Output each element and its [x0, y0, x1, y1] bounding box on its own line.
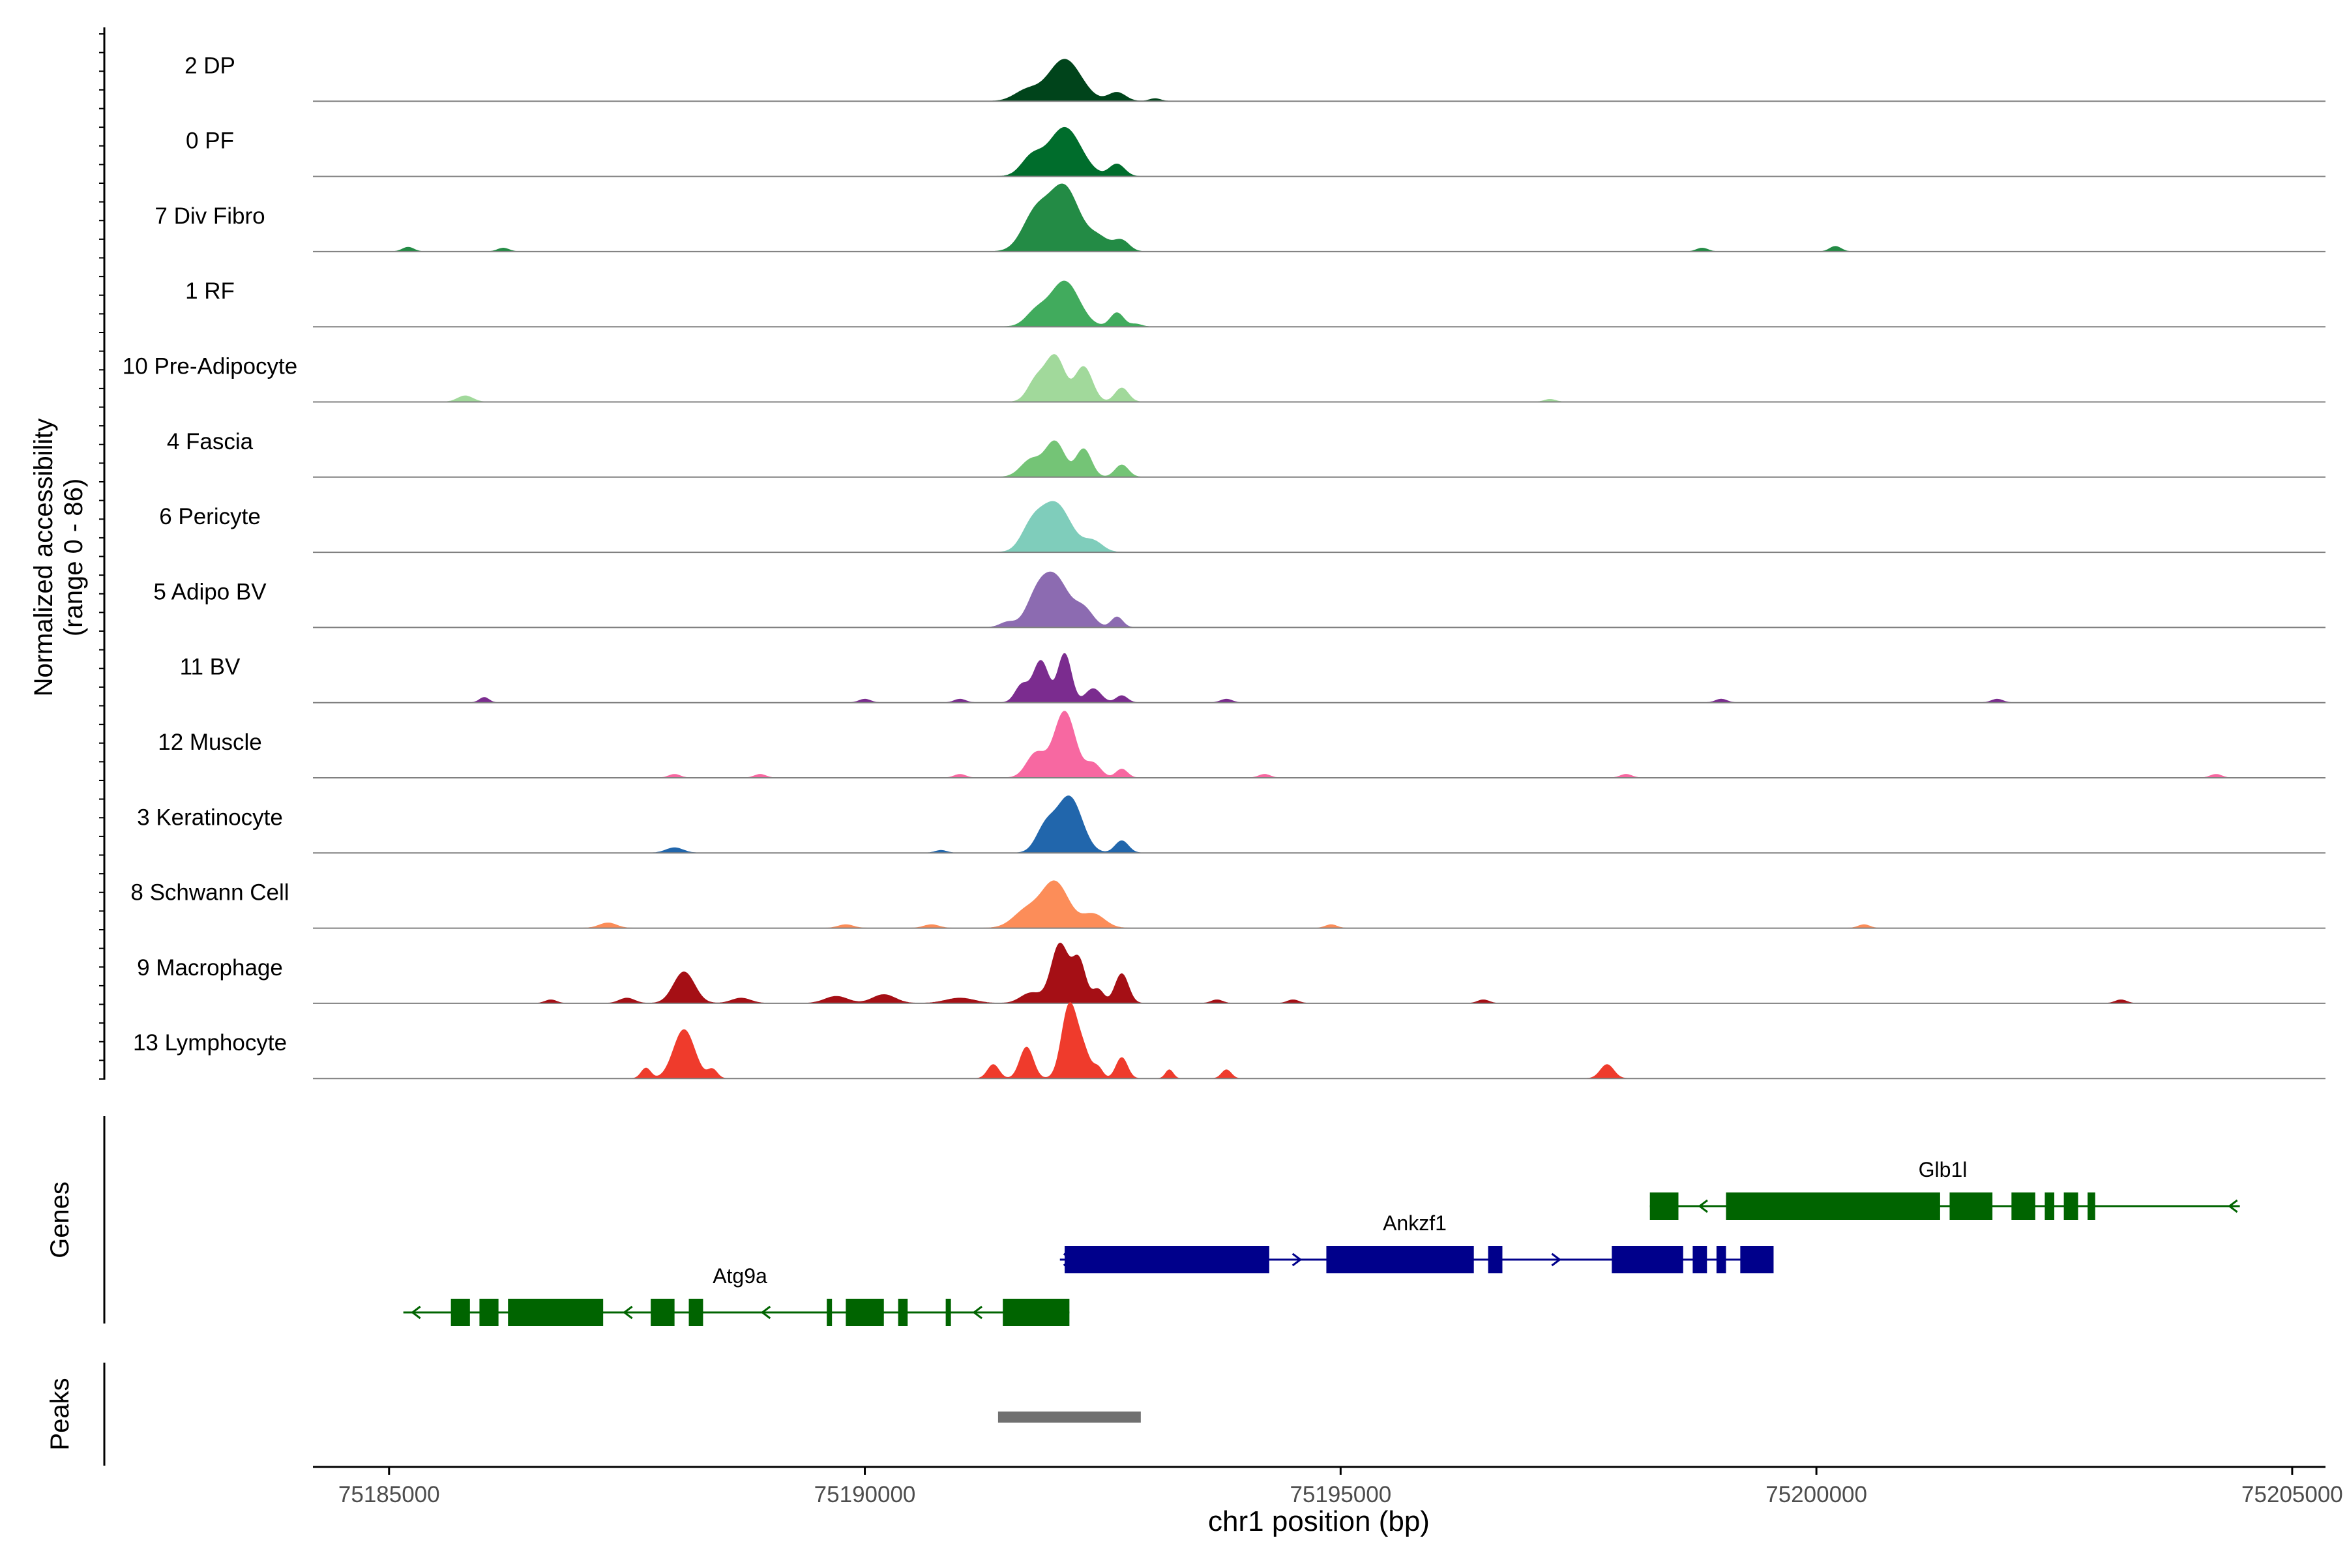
coverage-track: 6 Pericyte — [159, 501, 2325, 554]
coverage-track: 13 Lymphocyte — [133, 1001, 2325, 1080]
gene-exon — [898, 1299, 908, 1326]
peaks-axis-label: Peaks — [46, 1378, 74, 1450]
coverage-track: 5 Adipo BV — [153, 571, 2325, 629]
coverage-track-label: 1 RF — [185, 278, 235, 304]
x-tick-label: 75205000 — [2241, 1482, 2343, 1507]
coverage-track-label: 4 Fascia — [167, 429, 254, 454]
coverage-track: 2 DP — [185, 53, 2325, 102]
coverage-y-axis — [99, 27, 106, 1080]
coverage-track-label: 13 Lymphocyte — [133, 1030, 287, 1056]
gene-exon — [1065, 1246, 1269, 1273]
gene-strand-arrow — [1057, 1305, 1068, 1320]
x-tick-label: 75195000 — [1290, 1482, 1391, 1507]
gene-exon — [1612, 1246, 1683, 1273]
coverage-track-label: 6 Pericyte — [159, 504, 261, 529]
gene-strand-arrow — [1657, 1199, 1668, 1213]
peaks-track — [997, 1412, 1141, 1423]
gene-strand-arrow — [1063, 1252, 1074, 1267]
gene-exon — [1326, 1246, 1474, 1273]
x-tick-label: 75185000 — [338, 1482, 440, 1507]
coverage-track: 4 Fascia — [167, 429, 2325, 478]
coverage-track-label: 3 Keratinocyte — [137, 805, 283, 830]
genes-track: Glb1l Ankzf1 Atg9a — [403, 1158, 2240, 1326]
coverage-y-axis-range-label: (range 0 - 86) — [59, 479, 88, 636]
gene-strand-arrow — [1292, 1252, 1303, 1267]
genes-axis-label: Genes — [46, 1181, 74, 1258]
coverage-track-label: 10 Pre-Adipocyte — [123, 354, 297, 379]
coverage-track: 10 Pre-Adipocyte — [123, 354, 2325, 403]
gene-exon — [508, 1299, 604, 1326]
coverage-track: 7 Div Fibro — [155, 183, 2325, 252]
gene-strand-arrow — [760, 1305, 771, 1320]
gene-exon — [688, 1299, 703, 1326]
gene-exon — [1488, 1246, 1503, 1273]
gene-exon — [1716, 1246, 1726, 1273]
coverage-track: 9 Macrophage — [137, 942, 2325, 1004]
coverage-track: 0 PF — [186, 126, 2325, 177]
coverage-track-label: 0 PF — [186, 128, 234, 154]
coverage-track: 11 BV — [180, 653, 2325, 703]
gene-exon — [479, 1299, 499, 1326]
gene-model: Glb1l — [1649, 1158, 2240, 1220]
coverage-track-label: 11 BV — [180, 655, 241, 680]
gene-exon — [1949, 1192, 1993, 1220]
gene-model: Ankzf1 — [1059, 1211, 1774, 1273]
gene-exon — [1740, 1246, 1774, 1273]
gene-exon — [945, 1299, 951, 1326]
gene-exon — [450, 1299, 470, 1326]
gene-strand-arrow — [972, 1305, 982, 1320]
gene-strand-arrow — [1698, 1199, 1708, 1213]
gene-exon — [2063, 1192, 2078, 1220]
gene-name-label: Ankzf1 — [1383, 1211, 1447, 1235]
coverage-track: 3 Keratinocyte — [137, 795, 2325, 854]
x-tick-label: 75190000 — [814, 1482, 916, 1507]
x-axis-ticks: 75185000 75190000 75195000 75200000 75205000 — [338, 1467, 2343, 1507]
peak-range — [997, 1412, 1141, 1423]
coverage-track: 8 Schwann Cell — [130, 880, 2325, 929]
coverage-track-label: 7 Div Fibro — [155, 203, 265, 229]
gene-exon — [651, 1299, 675, 1326]
gene-name-label: Glb1l — [1919, 1158, 1968, 1181]
coverage-track-label: 8 Schwann Cell — [130, 880, 289, 906]
coverage-track-label: 2 DP — [185, 53, 235, 78]
gene-exon — [2088, 1192, 2095, 1220]
coverage-track: 1 RF — [185, 278, 2325, 328]
gene-exon — [1692, 1246, 1707, 1273]
coverage-track-label: 12 Muscle — [158, 730, 262, 755]
coverage-tracks: 2 DP 0 PF 7 Div Fibro 1 RF 10 Pre-Adipocyte 4… — [123, 53, 2325, 1080]
x-tick-label: 75200000 — [1765, 1482, 1867, 1507]
gene-exon — [846, 1299, 884, 1326]
gene-exon — [2011, 1192, 2035, 1220]
coverage-track-label: 9 Macrophage — [137, 955, 283, 981]
gene-model: Atg9a — [403, 1264, 1070, 1326]
coverage-track-label: 5 Adipo BV — [153, 579, 267, 604]
gene-name-label: Atg9a — [713, 1264, 767, 1288]
gene-strand-arrow — [1551, 1252, 1561, 1267]
coverage-y-axis-label: Normalized accessibility — [29, 419, 58, 697]
gene-strand-arrow — [2228, 1199, 2238, 1213]
gene-exon — [1726, 1192, 1940, 1220]
gene-exon — [2044, 1192, 2055, 1220]
gene-strand-arrow — [411, 1305, 421, 1320]
coverage-track: 12 Muscle — [158, 711, 2325, 778]
gene-strand-arrow — [623, 1305, 633, 1320]
gene-exon — [1649, 1192, 1679, 1220]
x-axis-label: chr1 position (bp) — [1208, 1505, 1430, 1537]
gene-exon — [827, 1299, 833, 1326]
